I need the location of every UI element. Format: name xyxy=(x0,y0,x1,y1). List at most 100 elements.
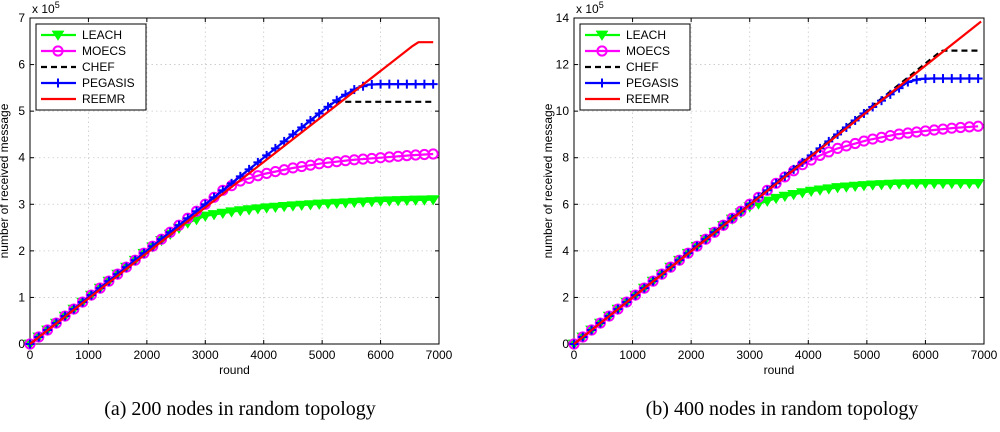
marker-leach xyxy=(198,211,212,222)
marker-leach xyxy=(304,200,317,211)
y-tick-label: 0 xyxy=(18,337,25,351)
x-tick-label: 7000 xyxy=(426,348,453,362)
legend: LEACH MOECS CHEF PEGASIS REEMR xyxy=(579,23,691,111)
legend-marker xyxy=(596,45,608,57)
marker-leach xyxy=(822,184,836,195)
series-reemr xyxy=(573,20,982,345)
marker-leach xyxy=(787,190,801,201)
marker-pegasis xyxy=(419,79,429,89)
marker-leach xyxy=(260,203,274,214)
marker-pegasis xyxy=(279,136,289,146)
x-tick-label: 0 xyxy=(571,348,578,362)
y-scale-label: x 10 xyxy=(576,2,599,16)
marker-pegasis xyxy=(314,108,324,118)
marker-leach xyxy=(242,205,256,216)
y-scale-factor: x 105 xyxy=(576,0,604,16)
legend-label: MOECS xyxy=(82,44,126,58)
marker-moecs xyxy=(726,212,738,224)
legend-item: CHEF xyxy=(41,60,115,74)
series-line-reemr xyxy=(573,20,982,345)
y-tick-label: 7 xyxy=(18,11,25,25)
x-tick-label: 0 xyxy=(27,348,34,362)
marker-leach xyxy=(919,178,932,190)
marker-moecs xyxy=(700,233,712,245)
series-line-moecs xyxy=(573,125,979,345)
marker-leach xyxy=(391,196,405,207)
marker-moecs xyxy=(761,184,773,196)
marker-moecs xyxy=(665,261,677,273)
y-scale-exponent: 5 xyxy=(55,0,60,10)
marker-leach xyxy=(295,200,309,212)
marker-moecs xyxy=(656,268,668,280)
marker-leach xyxy=(417,195,431,206)
marker-leach xyxy=(409,195,423,206)
series-line-pegasis xyxy=(573,77,979,345)
series-moecs xyxy=(568,120,984,350)
x-tick-label: 1000 xyxy=(75,348,102,362)
series-pegasis xyxy=(569,74,983,349)
marker-moecs xyxy=(129,254,141,266)
x-tick-label: 5000 xyxy=(309,348,336,362)
marker-pegasis xyxy=(376,79,386,89)
marker-moecs xyxy=(770,177,782,189)
marker-moecs xyxy=(24,338,36,350)
marker-moecs xyxy=(427,148,439,160)
marker-moecs xyxy=(59,310,71,322)
marker-pegasis xyxy=(332,95,342,105)
marker-leach xyxy=(839,182,853,193)
marker-moecs xyxy=(41,324,54,336)
plot-area xyxy=(29,17,440,345)
marker-leach xyxy=(356,197,370,208)
marker-moecs xyxy=(708,226,721,238)
marker-pegasis xyxy=(393,79,403,89)
x-tick-label: 6000 xyxy=(912,348,939,362)
y-tick-label: 4 xyxy=(18,151,25,165)
marker-moecs xyxy=(647,275,659,287)
marker-moecs xyxy=(673,254,686,266)
marker-leach xyxy=(382,196,396,207)
marker-leach xyxy=(374,196,387,207)
marker-leach xyxy=(892,179,906,190)
legend-item: PEGASIS xyxy=(585,76,679,90)
marker-leach xyxy=(883,179,897,190)
legend-label: LEACH xyxy=(626,28,666,42)
x-tick-label: 7000 xyxy=(971,348,998,362)
legend-label: CHEF xyxy=(82,60,115,74)
legend-marker xyxy=(52,45,64,57)
marker-leach xyxy=(225,207,238,218)
marker-moecs xyxy=(735,205,747,217)
series-line-reemr xyxy=(29,41,434,345)
marker-leach xyxy=(312,199,326,210)
series-leach xyxy=(23,195,440,350)
marker-pegasis xyxy=(402,79,412,89)
marker-leach xyxy=(339,198,352,209)
marker-moecs xyxy=(94,282,106,294)
marker-moecs xyxy=(629,289,642,301)
marker-leach xyxy=(831,183,844,194)
marker-leach xyxy=(286,201,300,212)
y-tick-label: 2 xyxy=(18,244,25,258)
y-tick-label: 12 xyxy=(556,58,570,72)
marker-leach xyxy=(277,202,291,213)
y-tick-label: 6 xyxy=(18,58,25,72)
marker-leach xyxy=(804,186,818,197)
x-axis-label: round xyxy=(219,363,250,377)
legend-item: MOECS xyxy=(41,44,126,58)
marker-pegasis xyxy=(323,102,333,112)
marker-leach xyxy=(875,180,888,191)
marker-leach xyxy=(971,178,985,190)
marker-moecs xyxy=(603,310,615,322)
series-line-leach xyxy=(29,198,434,345)
y-tick-label: 6 xyxy=(562,197,569,211)
marker-moecs xyxy=(68,303,80,315)
legend-marker xyxy=(53,78,63,88)
legend-item: REEMR xyxy=(41,92,126,106)
legend: LEACH MOECS CHEF PEGASIS REEMR xyxy=(35,23,147,111)
y-scale-factor: x 105 xyxy=(32,0,60,16)
plot-area xyxy=(573,17,985,345)
legend-label: LEACH xyxy=(82,28,122,42)
marker-pegasis xyxy=(929,74,939,84)
marker-moecs xyxy=(103,275,115,287)
panel-b: 0 1000 2000 3000 4000 5000 6000 7000 0 2 4 6 8 10 12 14… xyxy=(541,0,998,420)
